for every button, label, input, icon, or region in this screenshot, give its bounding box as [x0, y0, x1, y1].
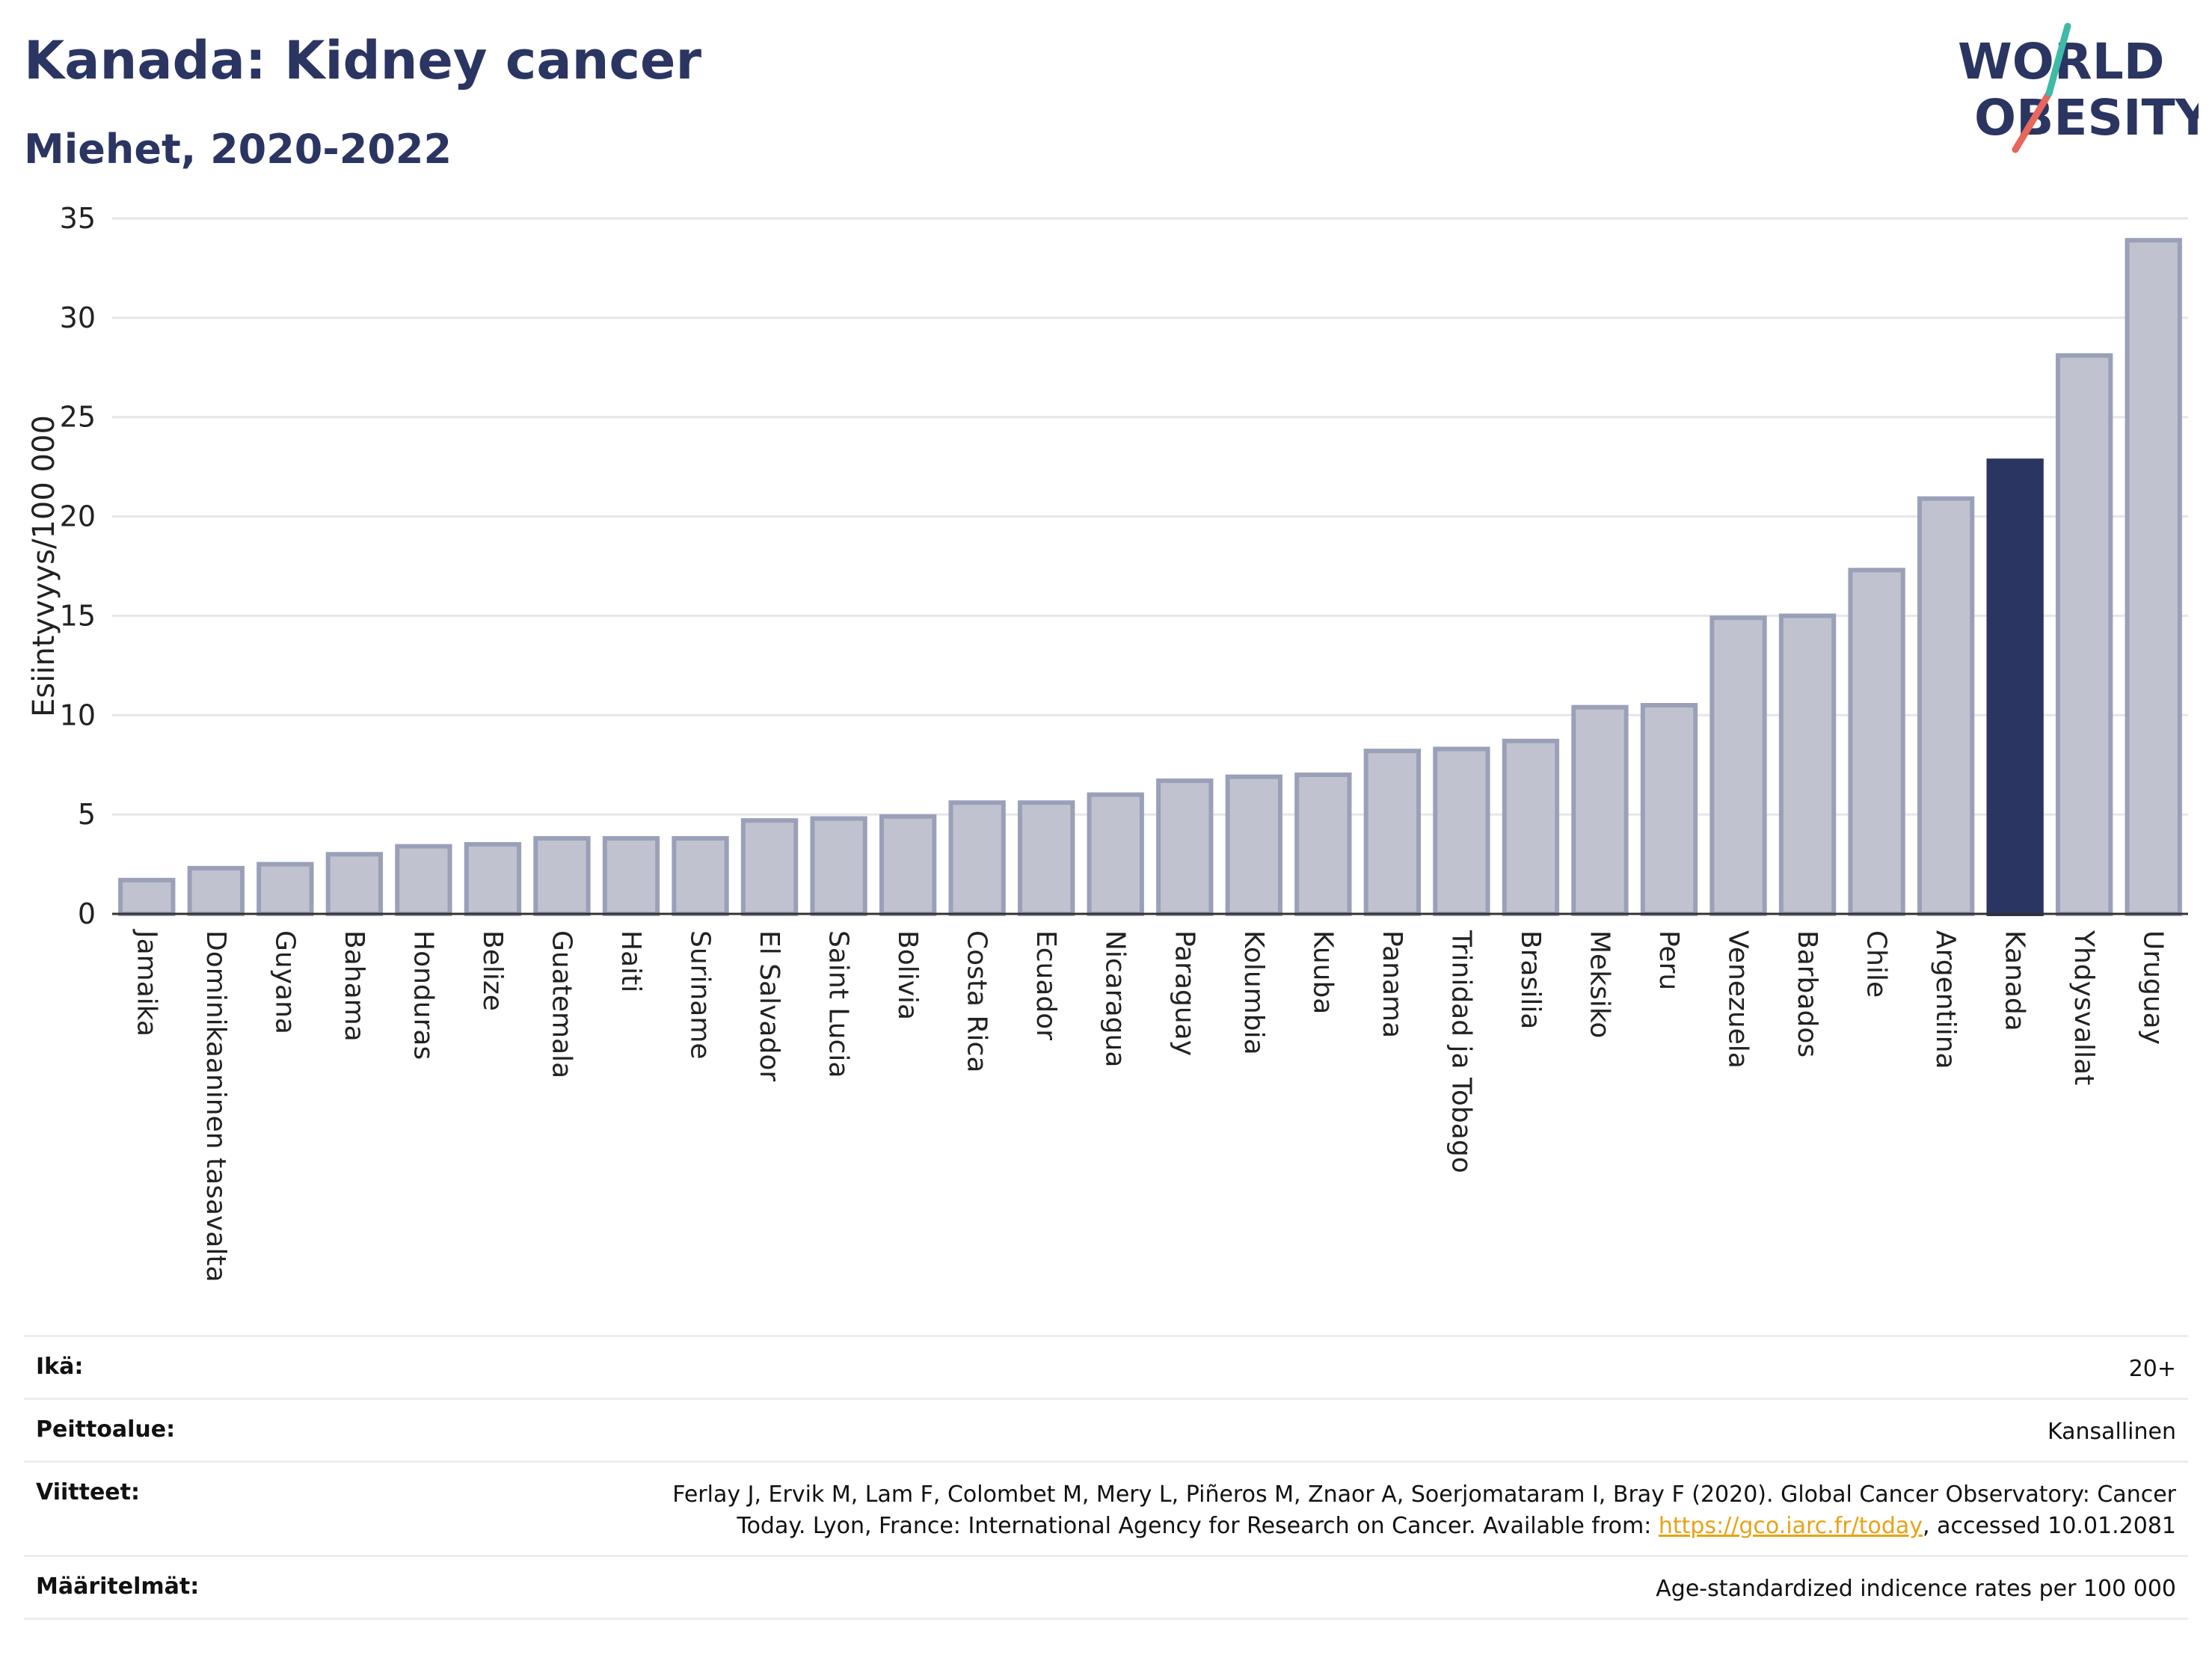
coverage-label: Peittoalue: — [36, 1416, 176, 1443]
y-tick-label: 20 — [60, 500, 96, 533]
bar — [2056, 353, 2113, 917]
bar — [256, 862, 314, 916]
y-tick-label: 35 — [60, 202, 96, 235]
x-tick-label: Argentiina — [1930, 930, 1961, 1069]
coverage-value: Kansallinen — [2047, 1419, 2176, 1445]
info-bottom-rule — [24, 1618, 2188, 1620]
bar — [464, 842, 522, 916]
x-tick-label: Uruguay — [2138, 930, 2169, 1045]
definitions-value: Age-standardized indicence rates per 100… — [1656, 1576, 2176, 1602]
x-tick-label: Nicaragua — [1100, 930, 1131, 1067]
bar — [810, 816, 867, 917]
y-tick-label: 0 — [78, 897, 96, 930]
y-tick-label: 5 — [78, 798, 96, 831]
x-tick-label: Guyana — [269, 930, 300, 1034]
y-axis-title: Esiintyvyys/100 000 — [27, 415, 61, 717]
bar — [1294, 773, 1352, 916]
x-tick-label: El Salvador — [754, 930, 784, 1081]
x-tick-label: Paraguay — [1169, 930, 1199, 1056]
y-tick-label: 30 — [60, 301, 96, 334]
bar — [1917, 496, 1975, 916]
bar — [1986, 458, 2044, 916]
references-link[interactable]: https://gco.iarc.fr/today — [1658, 1513, 1923, 1539]
y-tick-label: 15 — [60, 599, 96, 632]
x-tick-label: Saint Lucia — [823, 930, 854, 1078]
info-table: Ikä: 20+ Peittoalue: Kansallinen Viittee… — [24, 1335, 2188, 1620]
x-tick-label: Peru — [1653, 930, 1684, 990]
x-tick-label: Kuuba — [1307, 930, 1338, 1014]
x-tick-label: Honduras — [408, 930, 438, 1060]
bar — [879, 814, 937, 917]
bar — [1225, 774, 1282, 916]
bar — [2125, 238, 2182, 916]
x-tick-label: Meksiko — [1584, 930, 1615, 1038]
bar — [1640, 703, 1698, 916]
x-tick-label: Chile — [1861, 930, 1892, 998]
age-value: 20+ — [2128, 1356, 2176, 1382]
x-tick-label: Barbados — [1792, 930, 1822, 1057]
info-row-age: Ikä: 20+ — [24, 1335, 2188, 1398]
x-tick-label: Panama — [1377, 930, 1407, 1038]
x-tick-label: Trinidad ja Tobago — [1446, 930, 1476, 1173]
age-label: Ikä: — [36, 1354, 84, 1380]
bar — [740, 818, 799, 916]
references-value: Ferlay J, Ervik M, Lam F, Colombet M, Me… — [672, 1479, 2176, 1542]
y-tick-label: 10 — [60, 698, 96, 731]
x-tick-label: Costa Rica — [962, 930, 992, 1072]
x-tick-label: Yhdysvallat — [2068, 930, 2099, 1085]
bar — [1709, 615, 1767, 916]
y-tick-label: 25 — [60, 401, 96, 434]
x-tick-label: Kolumbia — [1238, 930, 1269, 1055]
logo-line2: OBESITY — [1974, 89, 2199, 147]
info-row-coverage: Peittoalue: Kansallinen — [24, 1398, 2188, 1461]
definitions-label: Määritelmät: — [36, 1573, 200, 1600]
chart-title: Kanada: Kidney cancer — [24, 30, 701, 91]
bar — [1363, 749, 1422, 916]
bar — [187, 865, 245, 917]
chart-subtitle: Miehet, 2020-2022 — [24, 126, 452, 173]
bar — [1848, 568, 1905, 916]
x-tick-label: Guatemala — [546, 930, 577, 1078]
bar — [1087, 792, 1144, 916]
references-label: Viitteet: — [36, 1479, 140, 1505]
x-tick-label: Brasilia — [1515, 930, 1546, 1029]
bar — [118, 877, 176, 917]
bar — [1018, 800, 1075, 916]
x-tick-label: Bahama — [339, 930, 369, 1042]
bar — [533, 836, 591, 916]
info-row-definitions: Määritelmät: Age-standardized indicence … — [24, 1555, 2188, 1618]
x-tick-label: Kanada — [2000, 930, 2030, 1031]
info-row-references: Viitteet: Ferlay J, Ervik M, Lam F, Colo… — [24, 1461, 2188, 1555]
x-tick-label: Bolivia — [892, 930, 923, 1020]
bar — [1778, 613, 1837, 917]
x-tick-label: Haiti — [615, 930, 646, 992]
bar — [672, 836, 729, 916]
bar — [325, 852, 384, 917]
references-line2-end: , accessed 10.01.2081 — [1923, 1513, 2176, 1539]
x-tick-label: Venezuela — [1723, 930, 1754, 1069]
x-tick-label: Ecuador — [1030, 930, 1061, 1040]
x-tick-label: Belize — [477, 930, 508, 1011]
bar — [1502, 738, 1560, 916]
bar — [395, 844, 452, 916]
world-obesity-logo: WORLD OBESITY — [1958, 22, 2199, 153]
references-line2: Today. Lyon, France: International Agenc… — [737, 1513, 1659, 1539]
x-tick-label: Jamaika — [131, 929, 162, 1037]
x-tick-label: Dominikaaninen tasavalta — [200, 930, 231, 1283]
bar — [1433, 746, 1490, 917]
bar — [602, 836, 660, 916]
bar — [1156, 778, 1214, 916]
bar-chart: 0 5 10 15 20 25 30 35 Esiintyvyys/100 000 Jamaika… — [27, 202, 2188, 1283]
references-line1: Ferlay J, Ervik M, Lam F, Colombet M, Me… — [672, 1481, 2176, 1508]
x-tick-label: Suriname — [685, 930, 716, 1060]
bar — [948, 800, 1006, 916]
bar — [1571, 704, 1629, 917]
